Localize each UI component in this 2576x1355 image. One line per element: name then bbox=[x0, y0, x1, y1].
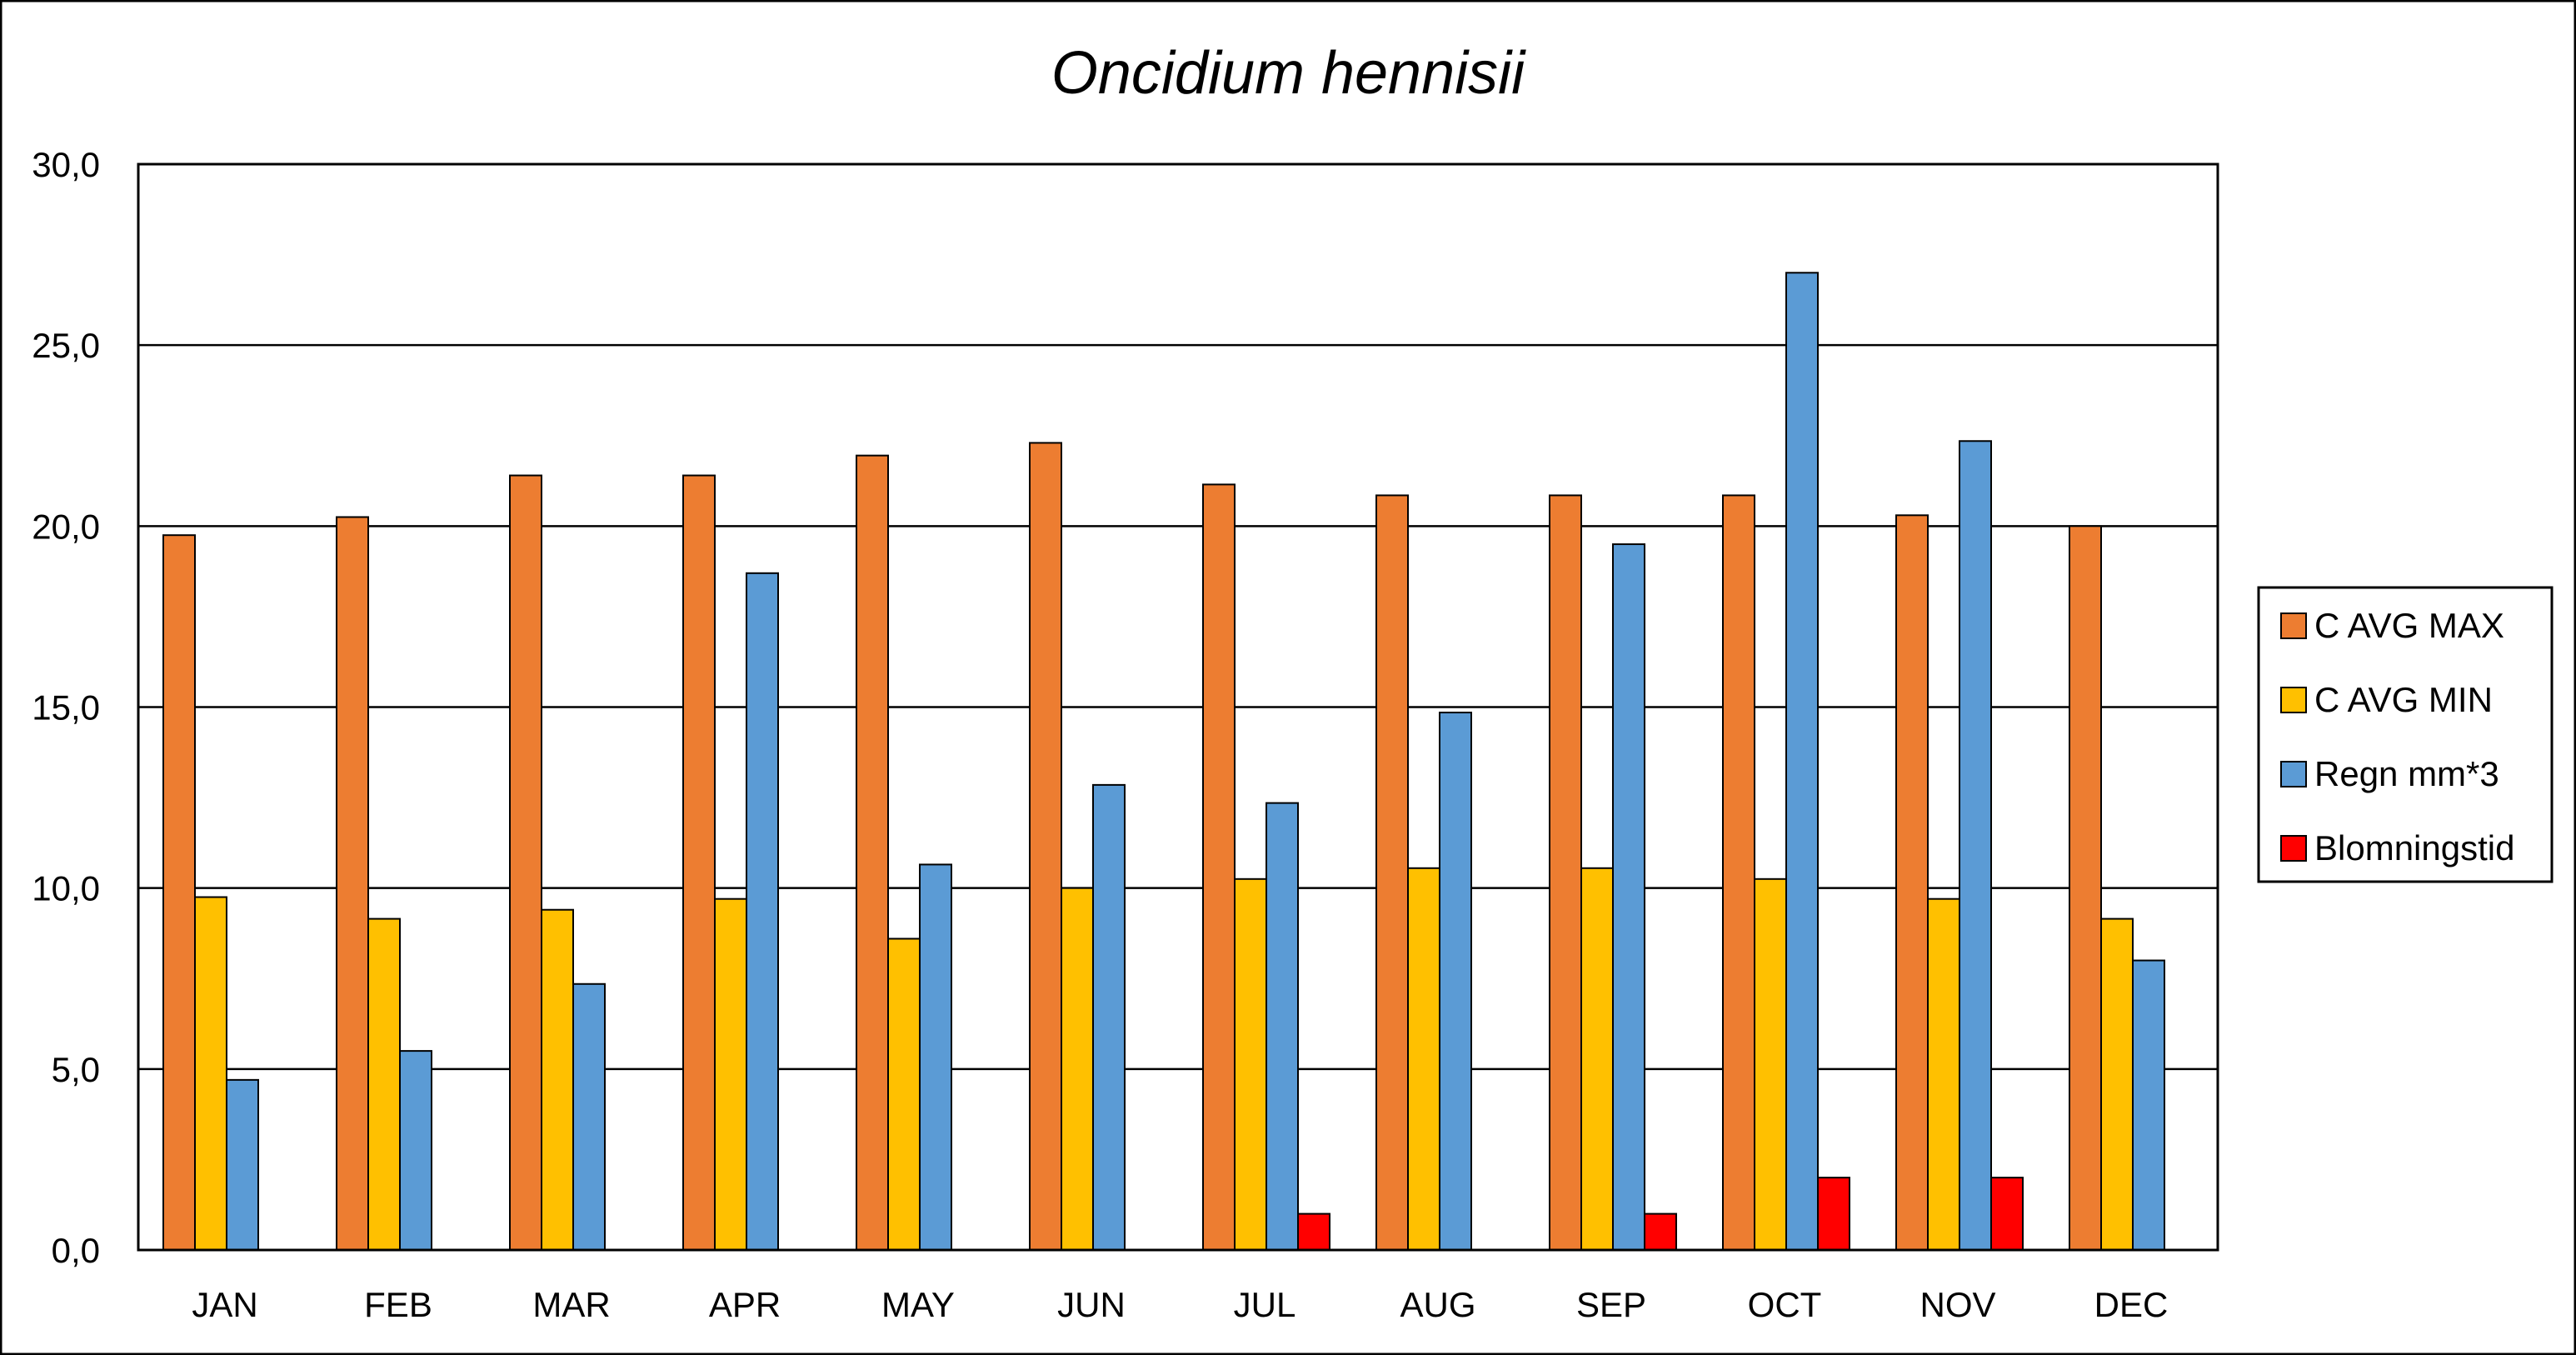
bar bbox=[1580, 867, 1614, 1251]
bar bbox=[714, 898, 747, 1251]
y-axis: 0,0 5,0 10,0 15,0 20,0 25,0 30,0 bbox=[32, 145, 100, 1270]
x-tick-label: FEB bbox=[364, 1285, 432, 1324]
bar bbox=[367, 918, 401, 1251]
bar bbox=[541, 908, 574, 1252]
bar bbox=[399, 1050, 432, 1252]
legend-label: Regn mm*3 bbox=[2314, 754, 2499, 793]
bar bbox=[1927, 898, 1960, 1251]
bar bbox=[682, 474, 716, 1251]
y-tick-label: 30,0 bbox=[32, 145, 100, 184]
bar bbox=[1959, 440, 1992, 1251]
x-tick-label: MAY bbox=[881, 1285, 955, 1324]
y-tick-label: 15,0 bbox=[32, 688, 100, 728]
bar bbox=[887, 938, 921, 1252]
bar bbox=[1990, 1177, 2024, 1251]
bar bbox=[746, 572, 779, 1251]
x-tick-label: APR bbox=[709, 1285, 781, 1324]
chart-title: Oncidium hennisii bbox=[1051, 40, 1526, 107]
bar bbox=[1785, 272, 1819, 1251]
x-tick-label: DEC bbox=[2094, 1285, 2169, 1324]
x-tick-label: OCT bbox=[1748, 1285, 1822, 1324]
x-tick-label: JUN bbox=[1057, 1285, 1126, 1324]
bar bbox=[1375, 494, 1409, 1251]
legend-swatch bbox=[2280, 835, 2307, 862]
legend: C AVG MAX C AVG MIN Regn mm*3 Blomningstid bbox=[2257, 586, 2554, 883]
bar bbox=[572, 982, 606, 1251]
bar bbox=[1549, 494, 1582, 1251]
bar bbox=[1407, 867, 1440, 1251]
y-tick-label: 25,0 bbox=[32, 326, 100, 365]
bar bbox=[1234, 878, 1267, 1252]
legend-swatch bbox=[2280, 761, 2307, 788]
bar bbox=[1029, 442, 1062, 1251]
bar bbox=[1061, 887, 1094, 1251]
bar bbox=[162, 534, 196, 1251]
x-tick-label: JUL bbox=[1234, 1285, 1296, 1324]
x-tick-label: SEP bbox=[1576, 1285, 1646, 1324]
y-tick-label: 5,0 bbox=[52, 1050, 100, 1089]
bar bbox=[1612, 543, 1645, 1251]
bar bbox=[1297, 1212, 1330, 1251]
bar bbox=[856, 454, 889, 1251]
bar bbox=[1644, 1212, 1677, 1251]
bar bbox=[1202, 483, 1236, 1251]
bar bbox=[2132, 959, 2165, 1251]
x-tick-label: JAN bbox=[192, 1285, 257, 1324]
bar bbox=[1092, 783, 1126, 1251]
bar bbox=[2069, 525, 2102, 1251]
legend-label: C AVG MIN bbox=[2314, 680, 2493, 719]
bar bbox=[226, 1078, 259, 1251]
y-tick-label: 20,0 bbox=[32, 507, 100, 546]
x-tick-label: MAR bbox=[532, 1285, 610, 1324]
bar bbox=[509, 474, 542, 1251]
legend-swatch bbox=[2280, 687, 2307, 713]
bar bbox=[1754, 878, 1787, 1252]
legend-swatch bbox=[2280, 612, 2307, 639]
legend-label: C AVG MAX bbox=[2314, 606, 2504, 645]
y-tick-label: 0,0 bbox=[52, 1231, 100, 1270]
bar bbox=[1439, 712, 1472, 1251]
x-axis: JAN FEB MAR APR MAY JUN JUL AUG SEP OCT NOV DEC bbox=[192, 1285, 2168, 1324]
bar bbox=[919, 863, 952, 1252]
bar bbox=[1266, 802, 1299, 1251]
bar bbox=[1895, 514, 1929, 1251]
bar bbox=[194, 896, 227, 1252]
x-tick-label: NOV bbox=[1920, 1285, 1995, 1324]
bar bbox=[2100, 918, 2134, 1251]
bar bbox=[336, 516, 369, 1251]
legend-label: Blomningstid bbox=[2314, 828, 2514, 868]
plot-area-border bbox=[137, 162, 2219, 1252]
x-tick-label: AUG bbox=[1400, 1285, 1475, 1324]
y-tick-label: 10,0 bbox=[32, 869, 100, 908]
bars bbox=[162, 272, 2165, 1252]
legend-box bbox=[2257, 586, 2554, 883]
bar bbox=[1817, 1177, 1850, 1251]
bar bbox=[1722, 494, 1755, 1251]
